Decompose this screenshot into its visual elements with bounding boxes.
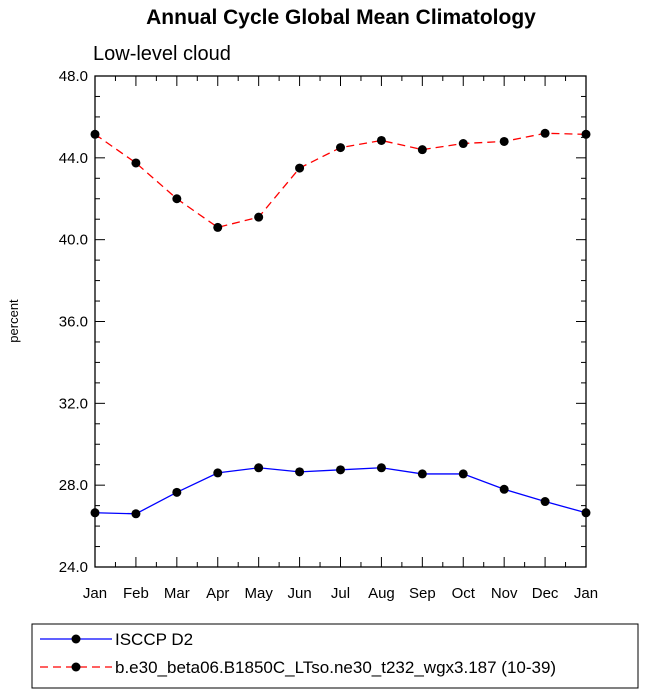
data-point-series-1 bbox=[458, 139, 468, 149]
data-point-series-0 bbox=[172, 487, 182, 497]
x-tick-label: Jun bbox=[287, 585, 311, 602]
chart-title: Annual Cycle Global Mean Climatology bbox=[146, 6, 536, 29]
data-point-series-1 bbox=[540, 128, 550, 138]
legend-box bbox=[31, 623, 639, 689]
x-axis: Jan Feb Mar Apr May Jun Jul Aug Sep Oct Nov Dec Jan bbox=[83, 76, 598, 602]
legend-label-isccp: ISCCP D2 bbox=[115, 630, 193, 649]
legend-marker-model bbox=[71, 662, 81, 672]
data-point-series-0 bbox=[458, 469, 468, 479]
chart-subtitle: Low-level cloud bbox=[93, 43, 231, 65]
y-tick-label: 36.0 bbox=[59, 314, 88, 331]
data-point-series-0 bbox=[499, 484, 509, 494]
legend-label-model: b.e30_beta06.B1850C_LTso.ne30_t232_wgx3.… bbox=[115, 658, 556, 677]
x-tick-label: Aug bbox=[368, 585, 395, 602]
data-point-series-1 bbox=[581, 129, 591, 139]
data-point-series-1 bbox=[376, 135, 386, 145]
x-tick-label: Oct bbox=[452, 585, 476, 602]
data-point-series-0 bbox=[417, 469, 427, 479]
y-axis: 24.0 28.0 32.0 36.0 40.0 44.0 48.0 bbox=[59, 68, 586, 576]
data-point-series-1 bbox=[336, 143, 345, 153]
y-tick-label: 40.0 bbox=[59, 232, 88, 249]
y-tick-label: 48.0 bbox=[59, 68, 88, 85]
data-point-series-0 bbox=[90, 508, 100, 518]
data-point-series-1 bbox=[499, 136, 509, 146]
x-tick-label: Jul bbox=[331, 585, 350, 602]
x-tick-label: Dec bbox=[532, 585, 559, 602]
x-tick-label: Mar bbox=[164, 585, 190, 602]
x-tick-label: Apr bbox=[206, 585, 229, 602]
x-tick-label: Feb bbox=[123, 585, 149, 602]
data-point-series-1 bbox=[172, 194, 182, 204]
data-point-series-0 bbox=[131, 509, 141, 519]
y-tick-label: 44.0 bbox=[59, 150, 88, 167]
x-tick-label: Sep bbox=[409, 585, 436, 602]
data-point-series-1 bbox=[254, 212, 264, 222]
data-point-series-0 bbox=[540, 497, 550, 507]
data-point-series-1 bbox=[295, 163, 305, 173]
legend-marker-isccp bbox=[71, 634, 81, 644]
series-layer bbox=[90, 128, 591, 519]
x-tick-label: Jan bbox=[574, 585, 598, 602]
data-point-series-0 bbox=[295, 467, 305, 477]
data-point-series-0 bbox=[213, 468, 223, 478]
data-point-series-0 bbox=[336, 465, 345, 475]
x-tick-label: Nov bbox=[491, 585, 518, 602]
data-point-series-0 bbox=[581, 508, 591, 518]
legend: ISCCP D2 b.e30_beta06.B1850C_LTso.ne30_t… bbox=[31, 623, 639, 689]
series-line-0 bbox=[94, 467, 587, 515]
data-point-series-1 bbox=[213, 222, 223, 232]
y-axis-label: percent bbox=[6, 299, 21, 343]
y-tick-label: 24.0 bbox=[59, 559, 88, 576]
data-point-series-1 bbox=[131, 158, 141, 168]
data-point-series-1 bbox=[90, 129, 100, 139]
y-tick-label: 32.0 bbox=[59, 395, 88, 412]
y-tick-label: 28.0 bbox=[59, 477, 88, 494]
x-tick-label: Jan bbox=[83, 585, 107, 602]
x-tick-label: May bbox=[244, 585, 273, 602]
data-point-series-0 bbox=[254, 463, 264, 473]
data-point-series-1 bbox=[417, 145, 427, 155]
data-point-series-0 bbox=[376, 463, 386, 473]
